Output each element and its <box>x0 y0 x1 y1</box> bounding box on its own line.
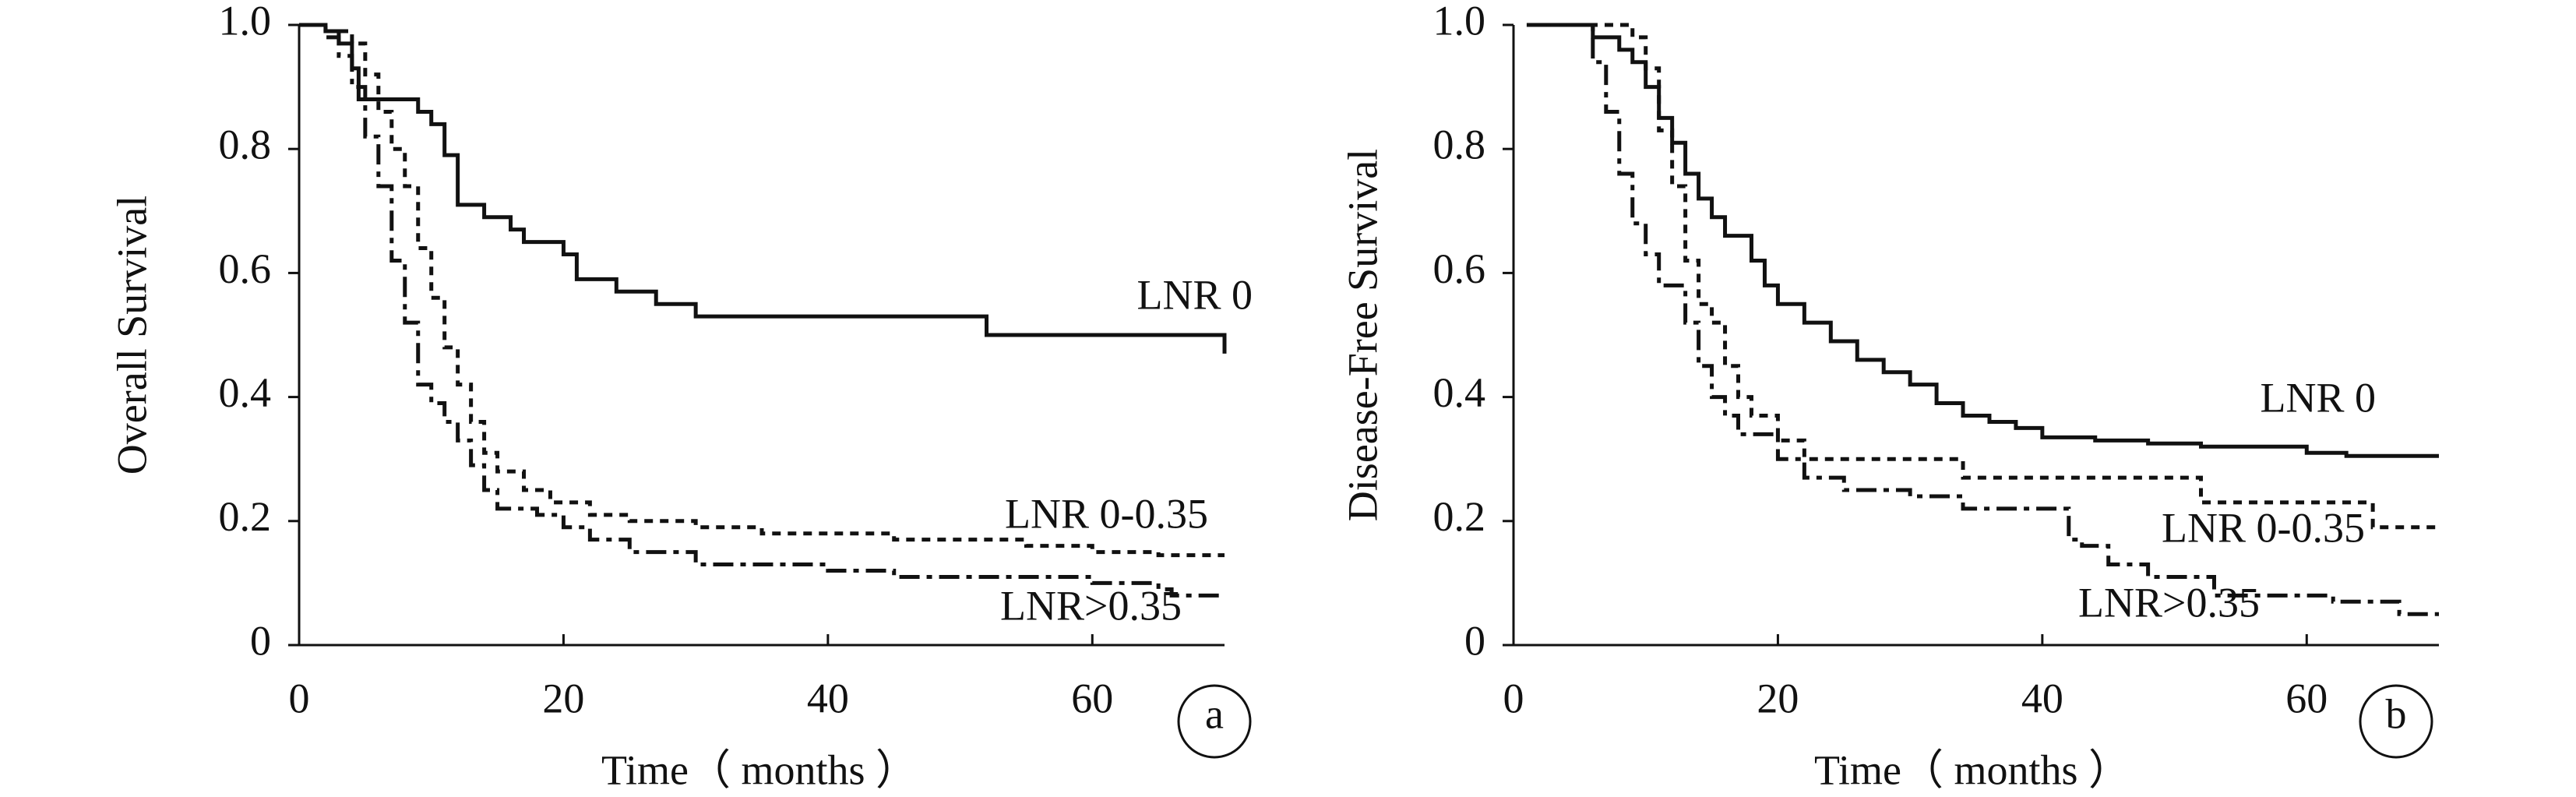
x-tick-label: 20 <box>542 675 584 721</box>
y-tick-label: 0.4 <box>219 369 272 416</box>
y-tick-label: 0.6 <box>219 245 272 292</box>
y-tick-label: 1.0 <box>219 0 272 44</box>
series-label: LNR 0-0.35 <box>1005 490 1208 537</box>
survival-curve <box>1526 23 2441 531</box>
x-tick-label: 40 <box>2021 675 2063 721</box>
x-tick-label: 60 <box>1071 675 1113 721</box>
y-tick-label: 0.6 <box>1433 245 1486 292</box>
survival-curve <box>299 23 1225 558</box>
panel-label: b <box>2386 690 2407 737</box>
x-tick-label: 60 <box>2285 675 2328 721</box>
series-label: LNR 0 <box>2261 374 2377 421</box>
panel-label: a <box>1205 690 1224 737</box>
y-tick-label: 0.2 <box>219 493 272 540</box>
survival-curve <box>299 23 1225 598</box>
y-tick-label: 0.8 <box>1433 122 1486 168</box>
x-tick-label: 0 <box>1503 675 1524 721</box>
y-tick-label: 0 <box>250 617 271 664</box>
x-tick-label: 40 <box>807 675 849 721</box>
y-axis-title: Disease-Free Survival <box>1339 149 1386 521</box>
survival-curve <box>299 23 1227 354</box>
y-axis-title: Overall Survival <box>108 196 155 474</box>
series-label: LNR 0-0.35 <box>2162 504 2365 551</box>
series-label: LNR>0.35 <box>2078 579 2260 626</box>
y-tick-label: 0.4 <box>1433 369 1486 416</box>
y-tick-label: 0.8 <box>219 122 272 168</box>
y-tick-label: 0.2 <box>1433 493 1486 540</box>
series-label: LNR>0.35 <box>1000 582 1182 629</box>
series-label: LNR 0 <box>1137 271 1253 318</box>
x-axis-title: Time（ months ） <box>601 746 918 793</box>
panel-badge <box>1177 684 1252 759</box>
panel-badge <box>2359 684 2433 759</box>
survival-curve <box>1526 23 2439 616</box>
survival-curve <box>1526 23 2439 458</box>
x-axis-title: Time（ months ） <box>1814 746 2130 793</box>
x-tick-label: 20 <box>1757 675 1799 721</box>
y-tick-label: 1.0 <box>1433 0 1486 44</box>
y-tick-label: 0 <box>1464 617 1485 664</box>
x-tick-label: 0 <box>289 675 310 721</box>
